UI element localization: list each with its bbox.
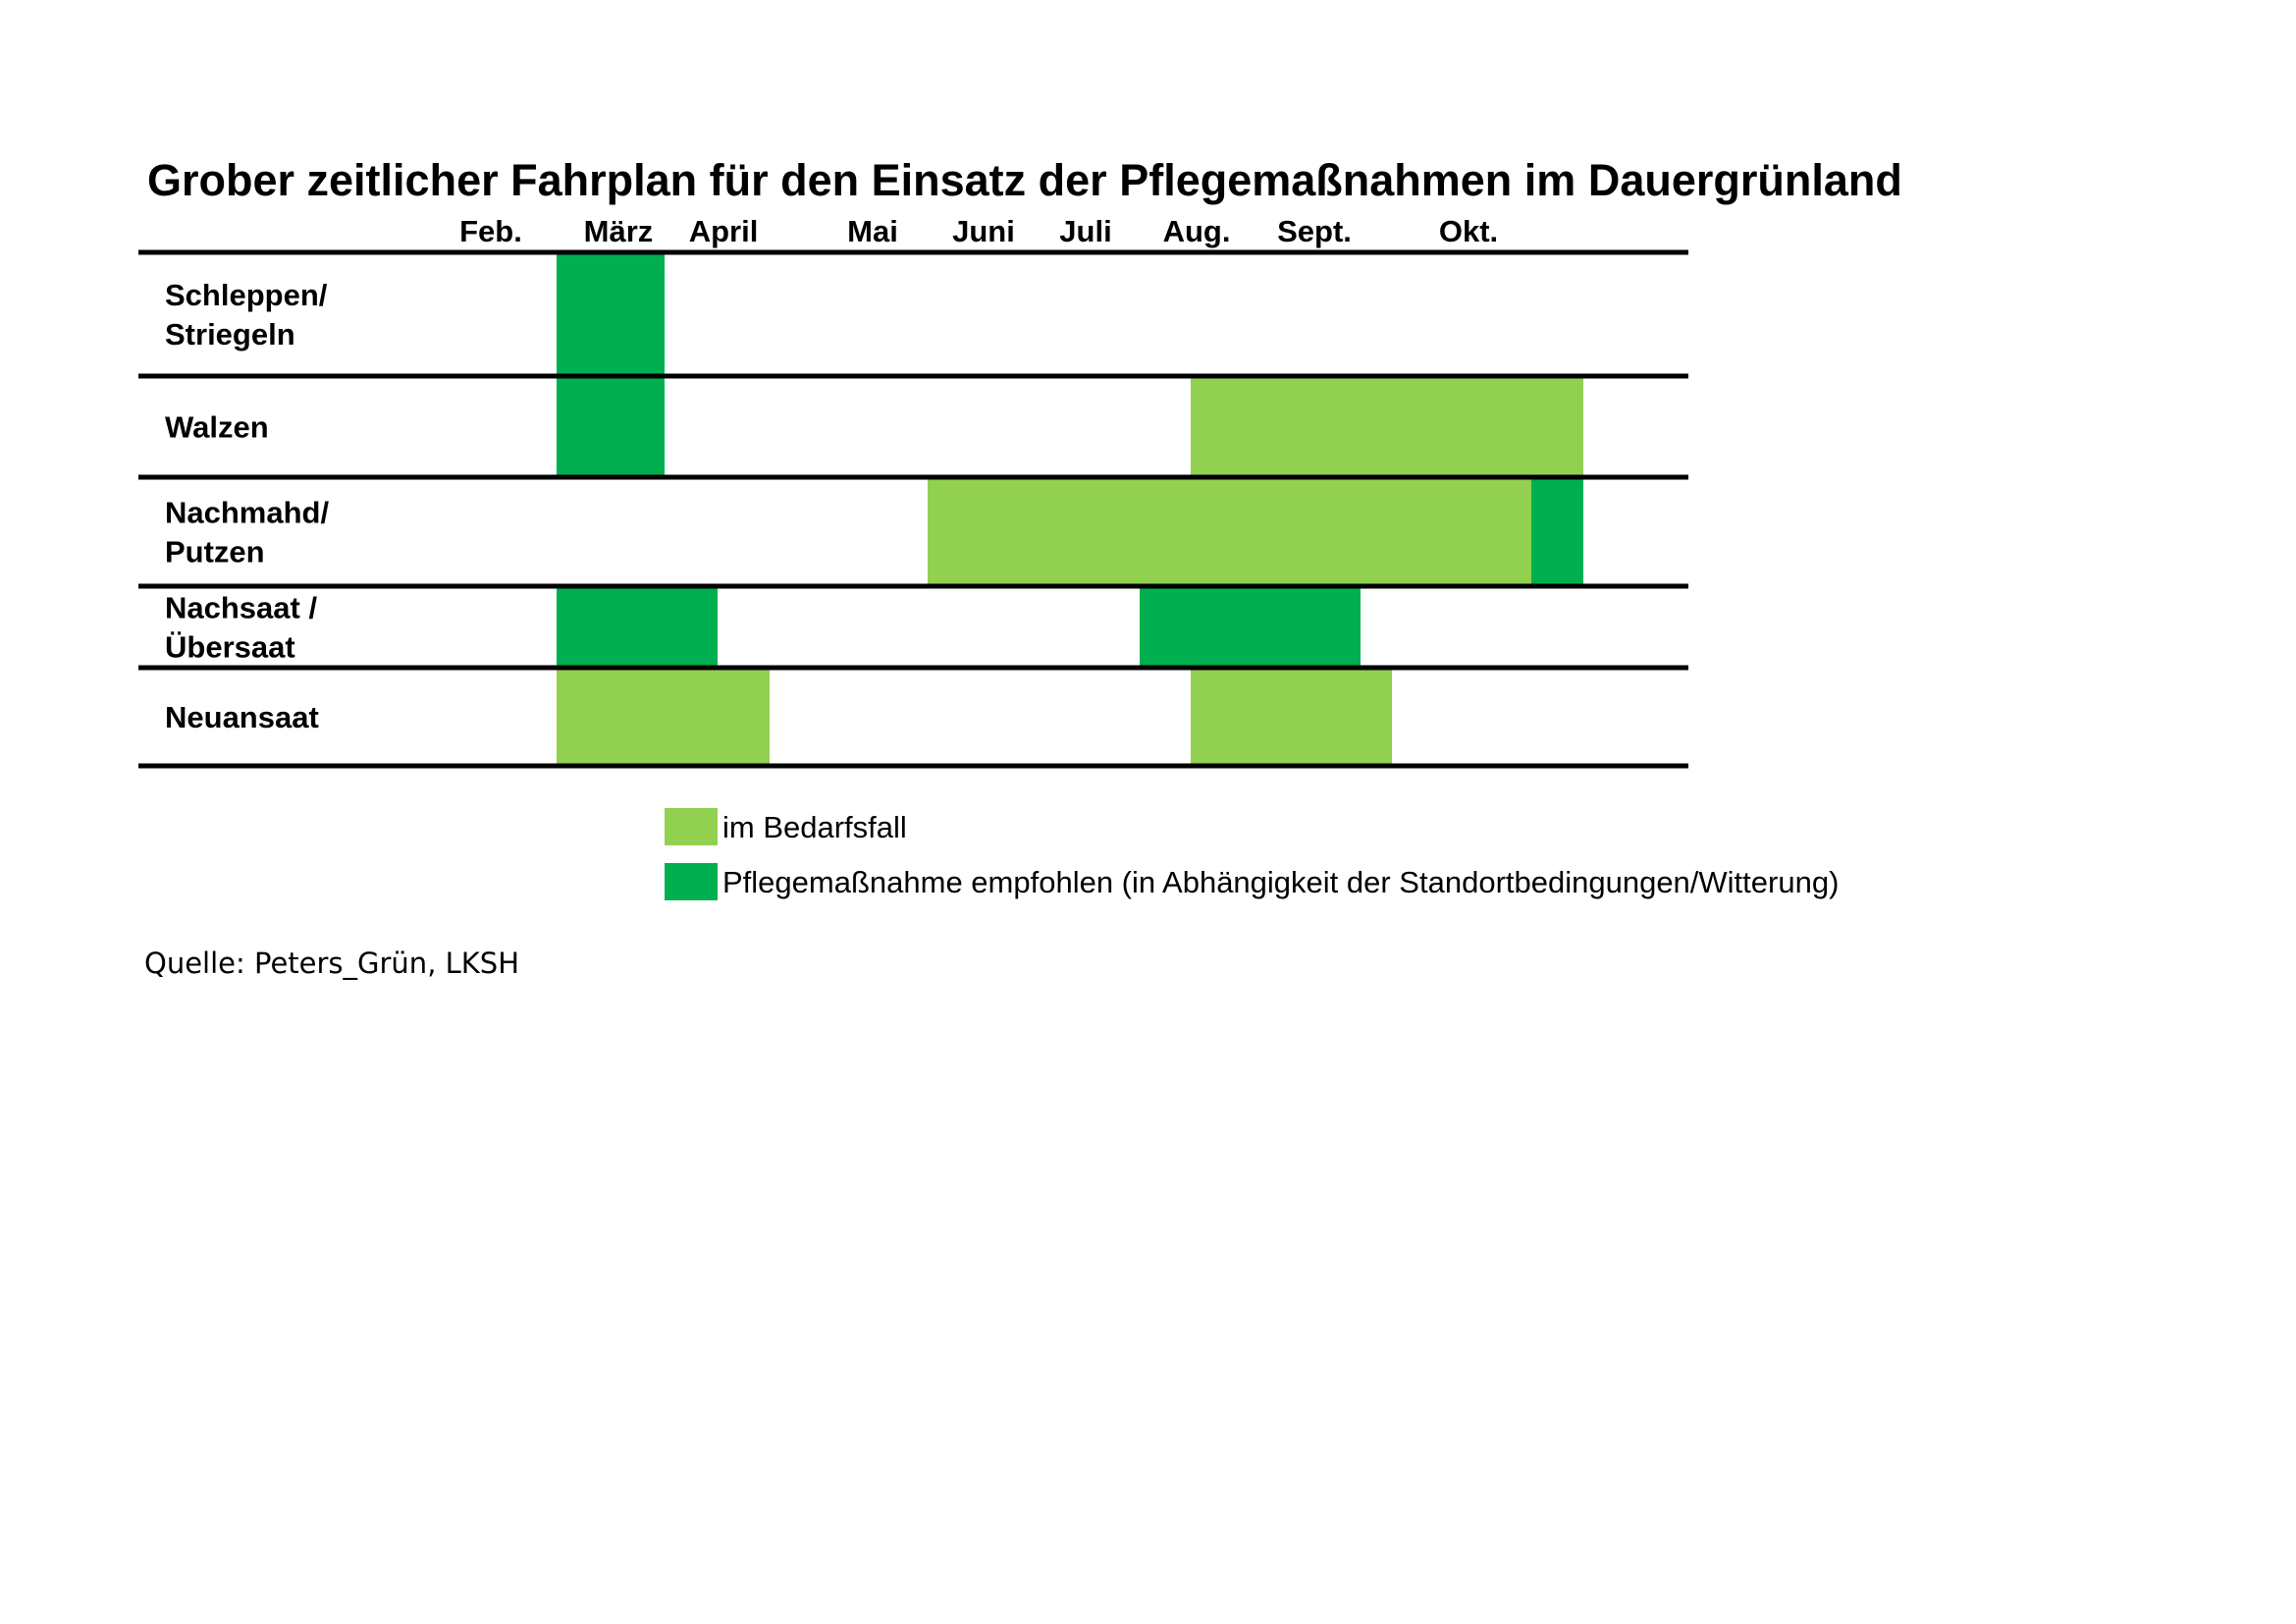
month-label: Juni: [952, 214, 1015, 248]
legend-label: im Bedarfsfall: [722, 810, 907, 844]
month-label: Juli: [1059, 214, 1111, 248]
row-label: Walzen: [165, 410, 269, 445]
month-axis: Feb. März April Mai Juni Juli Aug. Sept. Okt.: [459, 214, 1498, 248]
row-labels: Schleppen/Striegeln Walzen Nachmahd/Putzen…: [165, 278, 329, 734]
bar-recommended: [1140, 588, 1361, 666]
source-note: Quelle: Peters_Grün, LKSH: [144, 947, 520, 980]
legend-label: Pflegemaßnahme empfohlen (in Abhängigkei…: [722, 865, 1839, 899]
row-divider-lines: [138, 249, 1688, 769]
bars-layer: [557, 254, 1583, 764]
month-label: Mai: [847, 214, 898, 248]
bar-recommended: [557, 588, 718, 666]
month-label: Okt.: [1439, 214, 1498, 248]
row-label: Nachmahd/Putzen: [165, 496, 329, 569]
legend-swatch: [665, 808, 718, 845]
bar-recommended: [557, 254, 665, 374]
month-label: Aug.: [1163, 214, 1231, 248]
bar-as-needed: [1191, 378, 1583, 475]
row-label: Nachsaat / Übersaat: [165, 591, 317, 665]
month-label: April: [689, 214, 759, 248]
bar-as-needed: [557, 670, 770, 764]
month-label: März: [584, 214, 654, 248]
legend-swatch: [665, 863, 718, 900]
month-label: Feb.: [459, 214, 522, 248]
row-label: Schleppen/Striegeln: [165, 278, 328, 352]
legend: im Bedarfsfall Pflegemaßnahme empfohlen (…: [665, 808, 1839, 900]
bar-as-needed: [1191, 670, 1392, 764]
bar-recommended: [557, 378, 665, 475]
row-label: Neuansaat: [165, 700, 319, 734]
chart-title: Grober zeitlicher Fahrplan für den Einsa…: [147, 155, 1902, 205]
month-label: Sept.: [1277, 214, 1352, 248]
bar-as-needed: [928, 479, 1531, 584]
bar-recommended: [1531, 479, 1583, 584]
